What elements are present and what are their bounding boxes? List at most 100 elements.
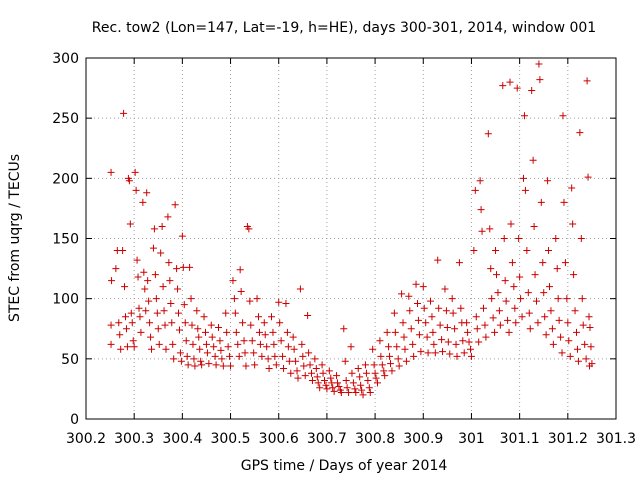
x-axis-label: GPS time / Days of year 2014 <box>241 458 448 474</box>
data-point <box>427 297 434 305</box>
data-point <box>380 367 388 375</box>
data-point <box>231 309 239 317</box>
data-point <box>487 265 495 273</box>
data-point <box>258 352 266 360</box>
x-tick-label: 300.9 <box>403 431 443 447</box>
data-point <box>202 340 210 348</box>
data-point <box>500 235 508 242</box>
data-point <box>159 283 167 291</box>
data-point <box>279 352 287 360</box>
data-point <box>313 373 321 381</box>
data-point <box>407 325 415 333</box>
data-point <box>434 256 442 264</box>
data-point <box>438 336 446 344</box>
data-point <box>572 328 580 336</box>
data-point <box>294 374 302 382</box>
data-point <box>475 338 483 346</box>
data-point <box>548 325 556 333</box>
data-point <box>169 340 177 348</box>
data-point <box>178 232 186 240</box>
data-point <box>417 348 425 356</box>
data-point <box>240 337 248 345</box>
data-point <box>149 244 157 252</box>
data-point <box>449 309 457 317</box>
data-point <box>428 313 436 321</box>
data-point <box>531 271 539 279</box>
data-point <box>528 86 536 94</box>
data-point <box>401 345 409 353</box>
data-point <box>369 345 377 353</box>
data-point <box>585 313 593 321</box>
data-point <box>260 319 268 327</box>
x-tick-label: 301.2 <box>548 431 588 447</box>
data-point <box>534 319 542 327</box>
data-point <box>135 304 143 312</box>
data-point <box>133 256 141 264</box>
data-point <box>504 316 512 324</box>
data-point <box>583 77 591 85</box>
data-point <box>107 168 115 176</box>
data-point <box>142 307 150 315</box>
data-point <box>398 290 406 298</box>
data-point <box>237 287 245 295</box>
data-point <box>480 304 487 312</box>
data-point <box>536 76 544 84</box>
data-point <box>544 177 552 185</box>
data-point <box>107 340 115 348</box>
x-tick-labels: 300.2 300.3 300.4 300.5 300.6 300.7 300.8 300.9… <box>66 431 636 447</box>
data-point <box>270 340 278 348</box>
data-point <box>235 352 243 360</box>
data-point <box>126 220 134 228</box>
data-point <box>140 268 148 276</box>
data-point <box>352 389 360 397</box>
data-point <box>587 343 595 351</box>
data-point <box>563 295 571 303</box>
data-point <box>182 337 190 345</box>
data-point <box>284 343 292 351</box>
data-point <box>152 295 160 303</box>
data-point <box>167 299 175 307</box>
data-point <box>196 345 204 353</box>
data-point <box>584 173 592 181</box>
data-point <box>134 273 142 281</box>
data-point <box>347 343 355 351</box>
data-point <box>171 201 179 209</box>
data-point <box>341 357 349 365</box>
data-point <box>287 369 295 377</box>
data-point <box>530 222 538 230</box>
data-point <box>354 364 362 372</box>
data-point <box>121 283 129 291</box>
data-point <box>261 331 269 339</box>
data-point <box>349 379 357 387</box>
data-point <box>107 321 115 329</box>
data-point <box>179 263 187 271</box>
data-point <box>216 337 224 345</box>
data-point <box>502 297 510 305</box>
data-point <box>495 307 503 315</box>
data-point <box>194 325 202 333</box>
data-point <box>147 333 155 341</box>
data-point <box>569 220 577 228</box>
data-point <box>488 295 496 303</box>
y-axis-label: STEC from uqrg / TECUs <box>7 154 23 322</box>
data-point <box>334 379 342 387</box>
data-point <box>316 384 324 392</box>
data-point <box>312 364 320 372</box>
data-point <box>145 297 153 305</box>
data-point <box>391 328 399 336</box>
data-point <box>381 372 389 380</box>
data-point <box>542 331 550 339</box>
data-point <box>153 309 161 317</box>
data-point <box>130 343 138 351</box>
data-point <box>343 384 351 392</box>
data-point <box>173 265 181 273</box>
data-point <box>529 156 537 164</box>
data-point <box>361 361 369 369</box>
data-point <box>406 307 414 315</box>
data-point <box>471 186 479 194</box>
data-point <box>245 225 253 233</box>
data-point <box>325 367 333 375</box>
data-point <box>345 389 353 397</box>
data-point <box>537 198 545 206</box>
data-point <box>489 314 497 322</box>
